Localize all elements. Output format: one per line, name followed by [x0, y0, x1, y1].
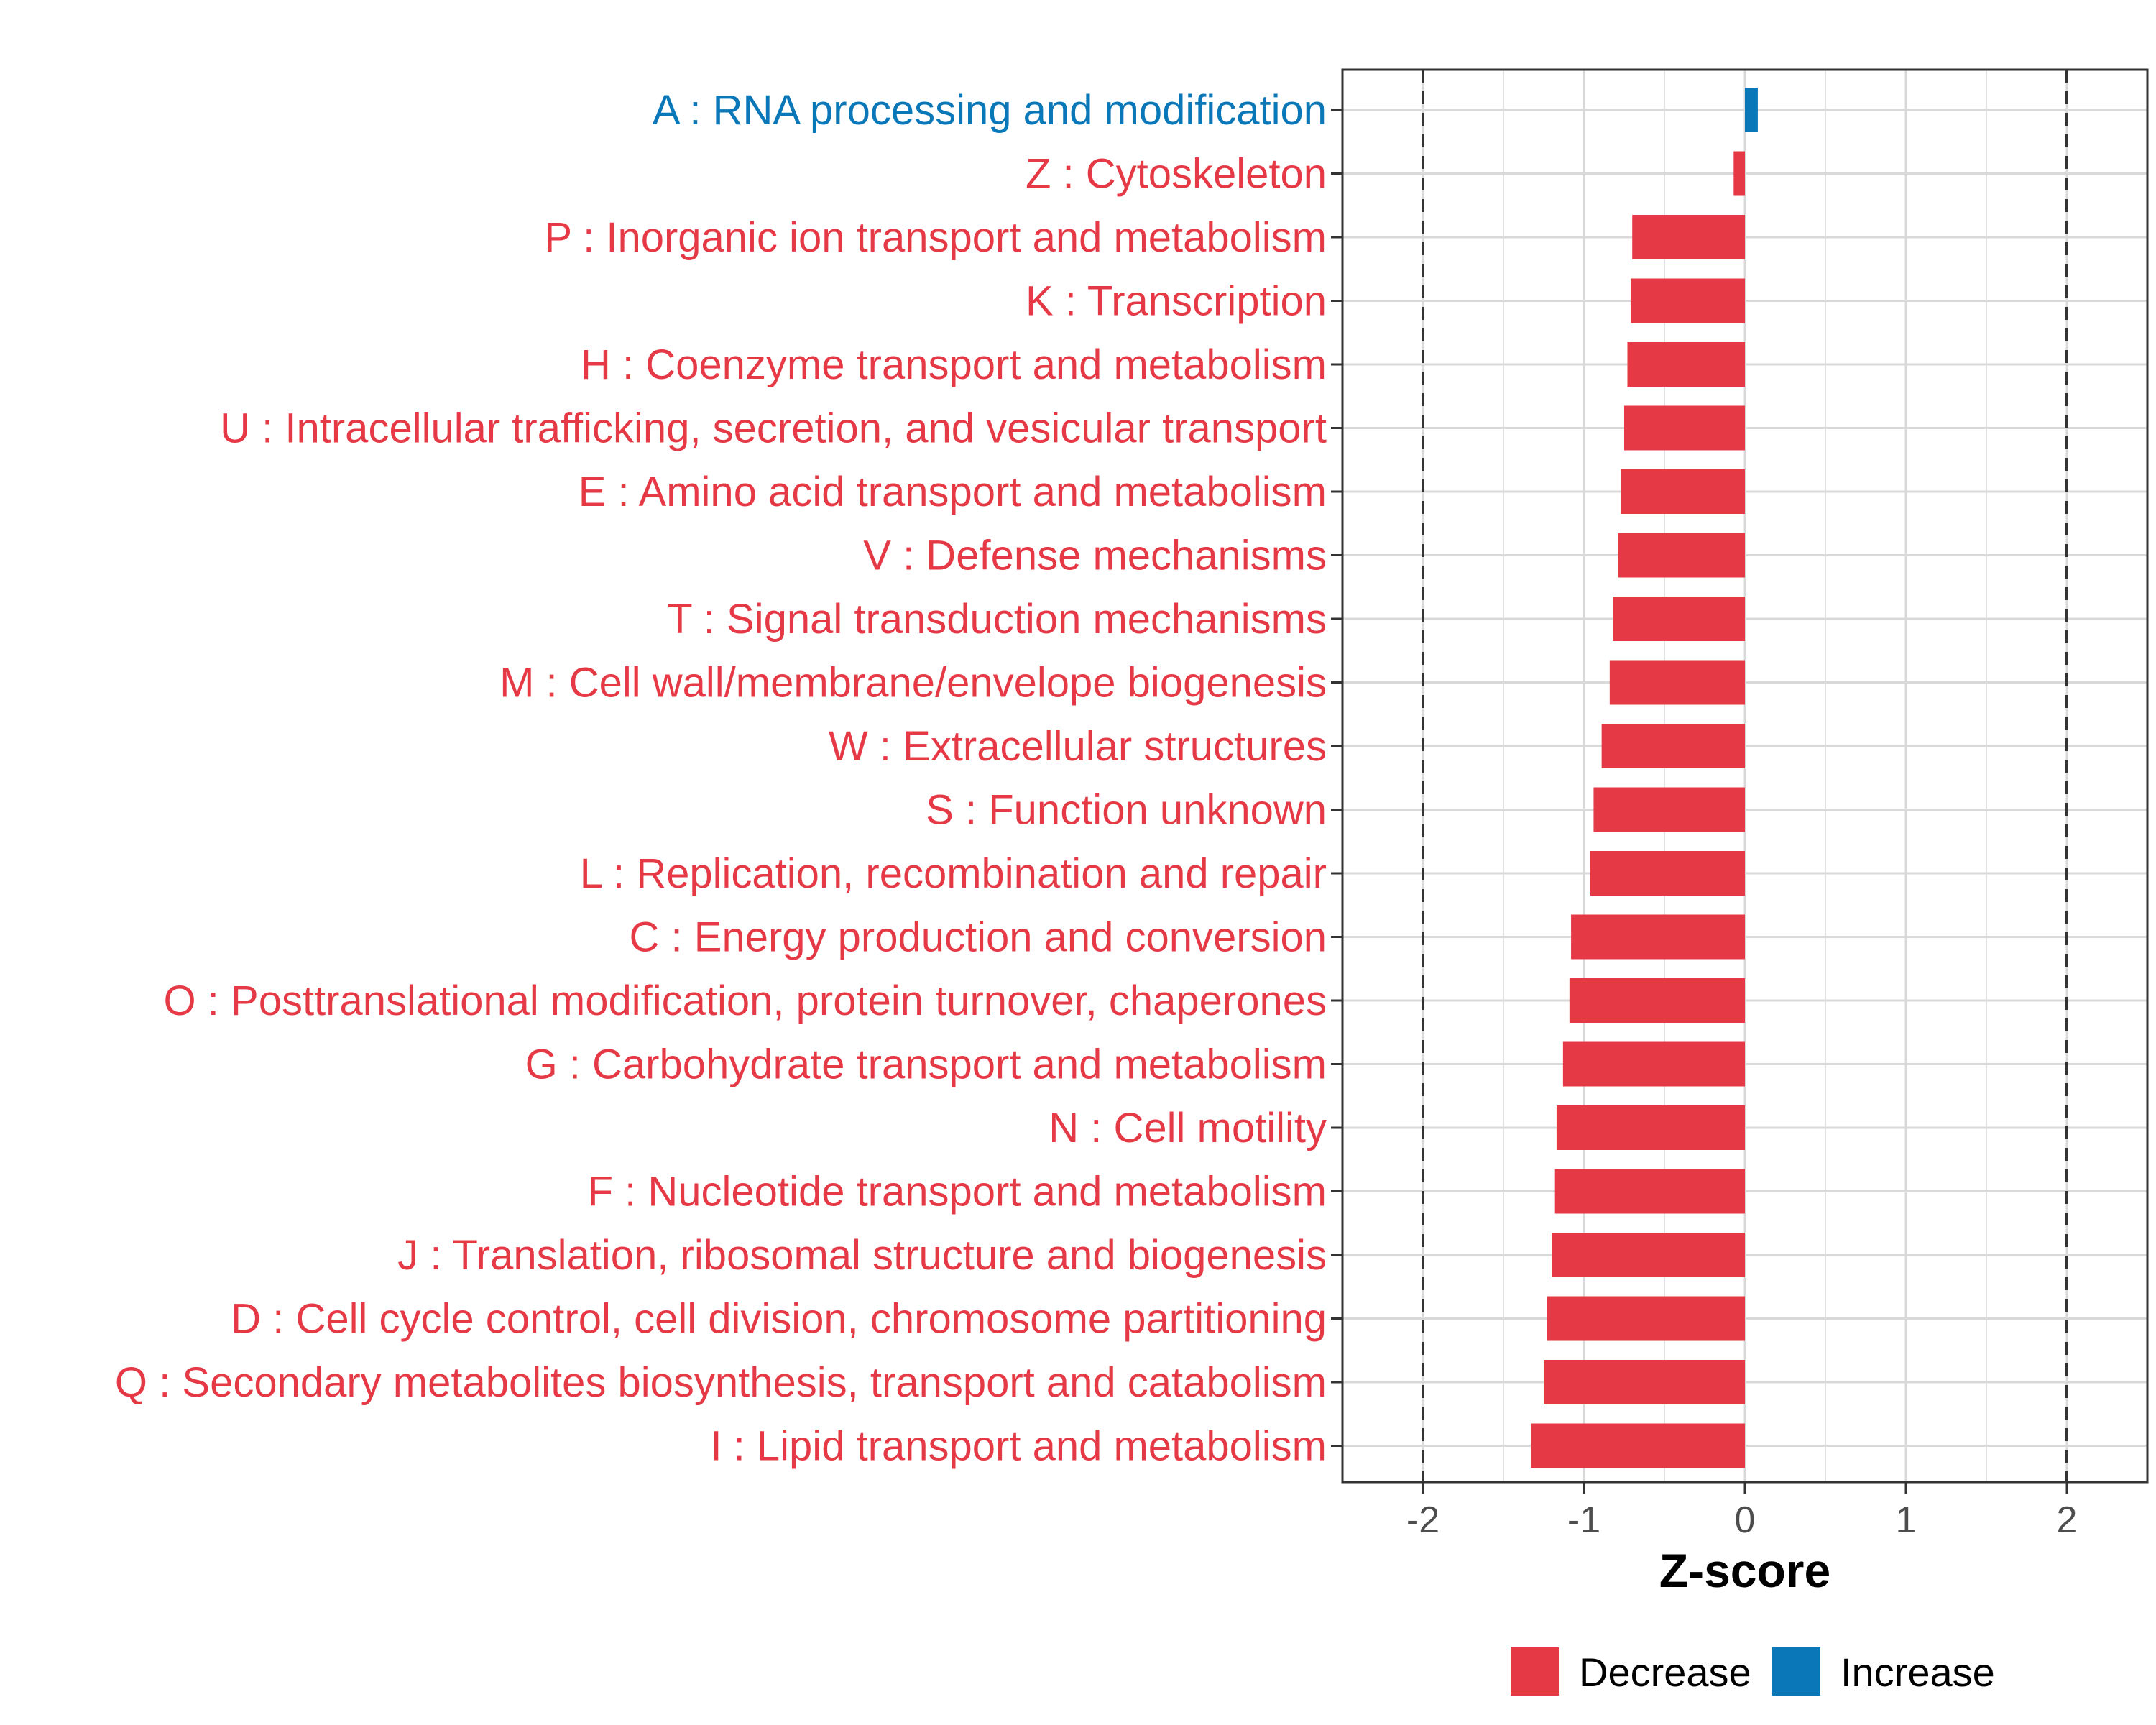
- bar: [1569, 978, 1745, 1023]
- category-label: E : Amino acid transport and metabolism: [579, 469, 1327, 515]
- category-label: L : Replication, recombination and repai…: [580, 850, 1327, 897]
- bar: [1552, 1233, 1745, 1277]
- bar: [1562, 1041, 1745, 1087]
- bar: [1590, 851, 1745, 896]
- category-label: J : Translation, ribosomal structure and…: [397, 1232, 1327, 1279]
- category-label: D : Cell cycle control, cell division, c…: [231, 1296, 1327, 1343]
- category-label: G : Carbohydrate transport and metabolis…: [525, 1041, 1327, 1088]
- category-label: V : Defense mechanisms: [863, 533, 1327, 579]
- category-label: H : Coenzyme transport and metabolism: [581, 341, 1327, 388]
- category-label: C : Energy production and conversion: [630, 914, 1327, 961]
- reference-lines: [1422, 70, 2068, 1482]
- bar: [1609, 660, 1745, 705]
- bar: [1624, 405, 1745, 451]
- bar: [1632, 215, 1745, 259]
- legend-label: Increase: [1841, 1650, 1995, 1695]
- x-ticks: -2 -1 0 1 2: [1406, 1482, 2078, 1541]
- bar: [1571, 914, 1745, 960]
- bar: [1601, 724, 1745, 768]
- x-tick-label: -1: [1567, 1499, 1600, 1541]
- category-label: U : Intracellular trafficking, secretion…: [220, 405, 1327, 452]
- bar: [1613, 597, 1745, 641]
- bar: [1556, 1105, 1745, 1150]
- legend: Decrease Increase: [1511, 1647, 1995, 1696]
- legend-label: Decrease: [1579, 1650, 1751, 1695]
- category-label: F : Nucleotide transport and metabolism: [588, 1169, 1327, 1215]
- bar: [1630, 278, 1745, 323]
- bar: [1733, 151, 1745, 196]
- bar: [1547, 1296, 1745, 1341]
- bars: [1531, 88, 1758, 1468]
- category-label: N : Cell motility: [1049, 1105, 1327, 1151]
- category-label: P : Inorganic ion transport and metaboli…: [544, 214, 1327, 261]
- category-label: A : RNA processing and modification: [653, 87, 1327, 134]
- category-label: W : Extracellular structures: [829, 723, 1327, 770]
- category-label: O : Posttranslational modification, prot…: [164, 978, 1327, 1024]
- x-axis-title: Z-score: [1659, 1544, 1830, 1597]
- category-label: M : Cell wall/membrane/envelope biogenes…: [499, 660, 1327, 707]
- category-label: Q : Secondary metabolites biosynthesis, …: [115, 1359, 1327, 1406]
- category-label: Z : Cytoskeleton: [1026, 151, 1327, 198]
- x-tick-label: 1: [1896, 1499, 1917, 1541]
- x-tick-label: -2: [1406, 1499, 1439, 1541]
- y-ticks: A : RNA processing and modification Z : C…: [115, 87, 1342, 1470]
- legend-swatch: [1511, 1647, 1559, 1696]
- x-tick-label: 0: [1735, 1499, 1756, 1541]
- category-label: K : Transcription: [1026, 278, 1327, 325]
- bar: [1593, 787, 1745, 832]
- legend-swatch: [1772, 1647, 1820, 1696]
- category-label: I : Lipid transport and metabolism: [710, 1423, 1327, 1470]
- category-label: T : Signal transduction mechanisms: [667, 596, 1327, 643]
- bar: [1554, 1169, 1745, 1214]
- x-tick-label: 2: [2057, 1499, 2078, 1541]
- bar: [1544, 1360, 1745, 1404]
- bar: [1618, 533, 1745, 578]
- bar: [1621, 469, 1745, 514]
- category-label: S : Function unknown: [926, 787, 1327, 834]
- bar: [1531, 1423, 1745, 1468]
- bar: [1627, 342, 1745, 387]
- bar: [1745, 88, 1758, 132]
